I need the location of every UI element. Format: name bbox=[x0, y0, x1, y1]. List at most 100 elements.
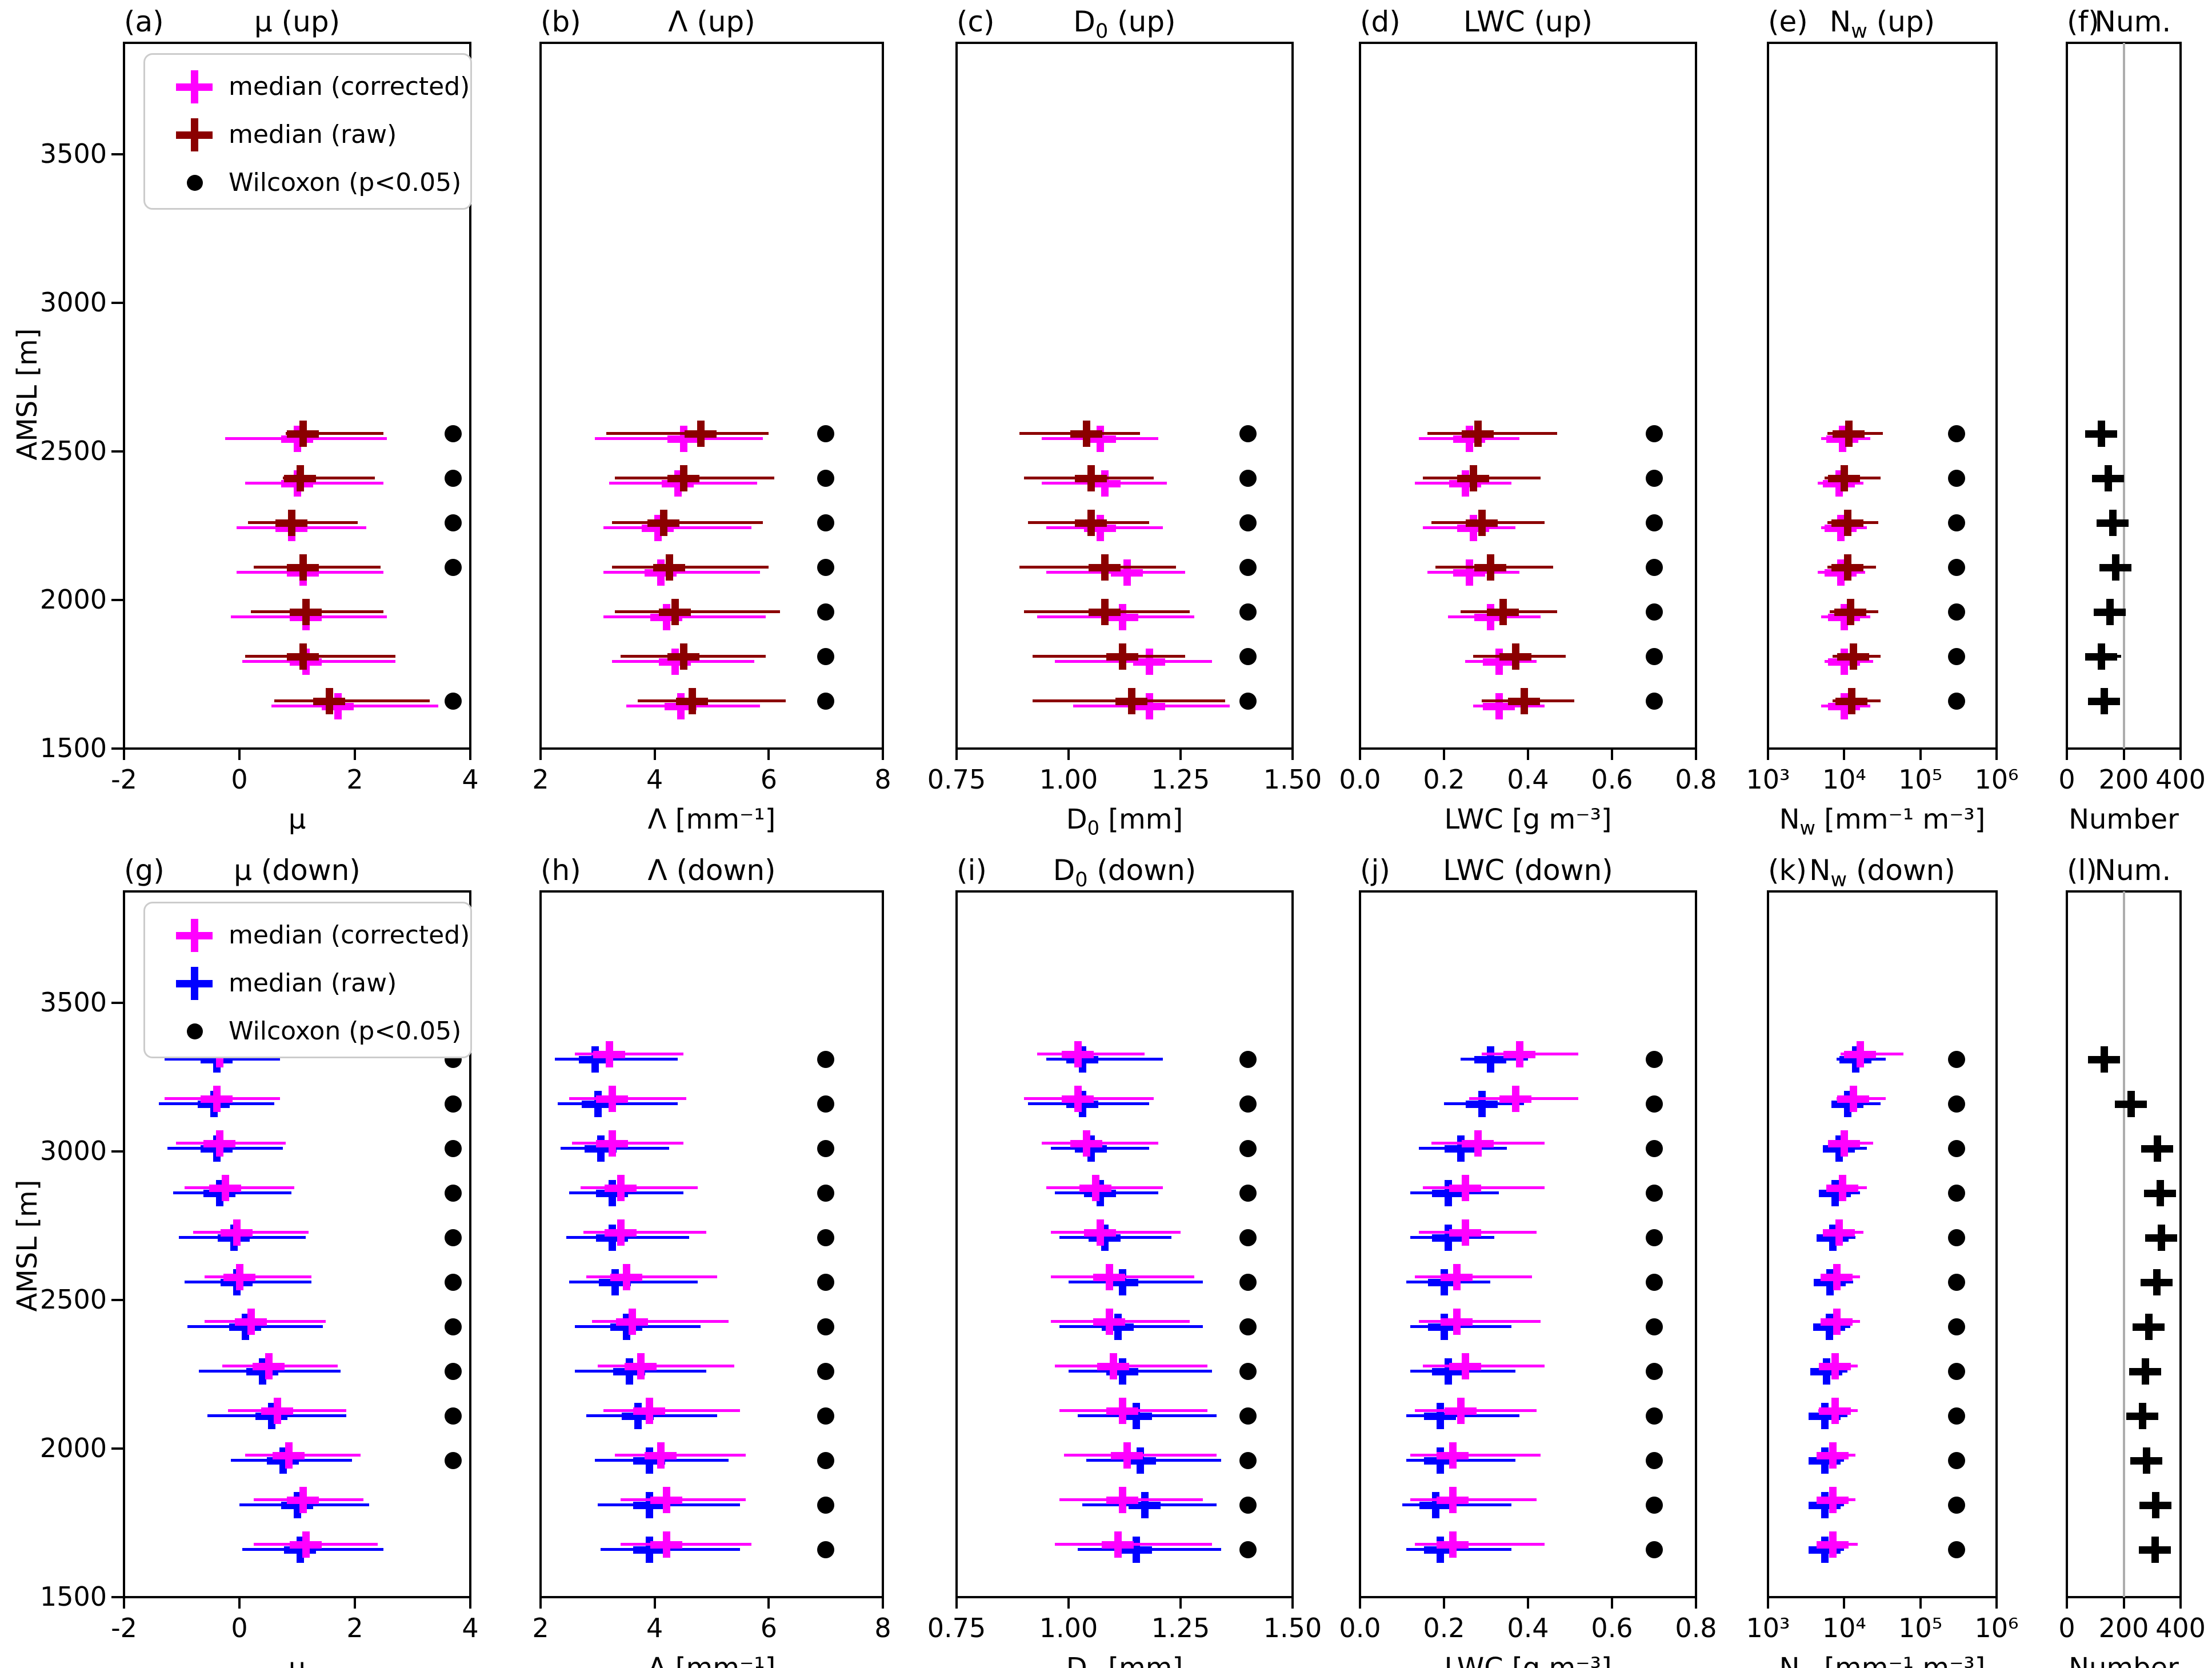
errorbar-corrected-median-tick bbox=[1110, 1353, 1118, 1379]
errorbar-corrected-range bbox=[1414, 1542, 1545, 1546]
panel-e-box bbox=[1767, 42, 1998, 750]
errorbar-corrected-median-tick bbox=[1096, 1219, 1104, 1246]
x-tick-j bbox=[1527, 1598, 1529, 1609]
errorbar-corrected-range bbox=[603, 615, 766, 618]
wilcoxon-dot bbox=[1645, 1407, 1663, 1425]
errorbar-raw-median-tick bbox=[597, 1135, 605, 1162]
wilcoxon-dot bbox=[1645, 1229, 1663, 1246]
x-tick-label-f: 0 bbox=[2058, 764, 2075, 795]
wilcoxon-dot bbox=[817, 1496, 835, 1514]
wilcoxon-dot bbox=[1239, 1139, 1257, 1157]
x-tick-b bbox=[882, 750, 884, 760]
errorbar-corrected-median-tick bbox=[1449, 1531, 1457, 1558]
x-tick-label-i: 1.00 bbox=[1039, 1613, 1098, 1643]
errorbar-raw-range bbox=[600, 1547, 741, 1551]
errorbar-corrected-range bbox=[574, 1052, 683, 1055]
errorbar-count-median-tick bbox=[2111, 554, 2119, 581]
errorbar-corrected-median-tick bbox=[299, 1486, 307, 1513]
y-tick-a bbox=[111, 599, 123, 601]
errorbar-corrected-median-tick bbox=[273, 1397, 281, 1424]
panel-h-label: (h) bbox=[541, 854, 581, 887]
errorbar-corrected-median-tick bbox=[1123, 559, 1131, 586]
wilcoxon-dot bbox=[1239, 1318, 1257, 1335]
errorbar-count-median-tick bbox=[2097, 643, 2105, 670]
wilcoxon-dot bbox=[817, 1184, 835, 1202]
x-tick-h bbox=[882, 1598, 884, 1609]
errorbar-corrected-median-tick bbox=[1461, 1219, 1469, 1246]
x-tick-a bbox=[123, 750, 125, 760]
errorbar-raw-median-tick bbox=[1445, 1358, 1453, 1385]
errorbar-corrected-range bbox=[597, 1364, 735, 1367]
panel-g-box bbox=[123, 890, 471, 1598]
panel-b-label: (b) bbox=[541, 5, 581, 38]
errorbar-corrected-median-tick bbox=[1119, 1397, 1127, 1424]
plus-marker-icon bbox=[160, 111, 229, 159]
wilcoxon-dot bbox=[1645, 1451, 1663, 1469]
errorbar-raw-median-tick bbox=[297, 465, 305, 491]
errorbar-raw-median-tick bbox=[591, 1046, 599, 1073]
panel-i-title-row: (i) D0 (down) bbox=[957, 854, 1293, 891]
x-tick-label-l: 400 bbox=[2155, 1613, 2206, 1643]
panel-i-title: D0 (down) bbox=[1053, 854, 1197, 891]
errorbar-raw-median-tick bbox=[1821, 1402, 1829, 1429]
plus-marker-icon bbox=[160, 911, 229, 959]
errorbar-corrected-median-tick bbox=[617, 1174, 625, 1201]
errorbar-corrected-median-tick bbox=[213, 1085, 221, 1112]
wilcoxon-dot bbox=[1948, 1318, 1966, 1335]
x-tick-label-g: -2 bbox=[111, 1613, 137, 1643]
errorbar-corrected-median-tick bbox=[1495, 648, 1503, 675]
x-tick-label-b: 4 bbox=[646, 764, 663, 795]
errorbar-corrected-median-tick bbox=[1101, 470, 1109, 497]
errorbar-corrected-median-tick bbox=[645, 1397, 653, 1424]
x-tick-a bbox=[354, 750, 356, 760]
errorbar-raw-median-tick bbox=[1822, 1358, 1830, 1385]
x-tick-label-d: 0.8 bbox=[1675, 764, 1717, 795]
errorbar-corrected-median-tick bbox=[1495, 693, 1503, 719]
errorbar-raw-median-tick bbox=[1520, 687, 1528, 714]
errorbar-corrected-median-tick bbox=[1119, 1486, 1127, 1513]
x-tick-f bbox=[2066, 750, 2068, 760]
errorbar-raw-median-tick bbox=[1849, 643, 1857, 670]
errorbar-count-median-tick bbox=[2153, 1269, 2161, 1295]
errorbar-corrected-range bbox=[603, 1409, 741, 1412]
errorbar-raw-median-tick bbox=[608, 1224, 616, 1251]
x-tick-f bbox=[2179, 750, 2182, 760]
x-tick-label-k: 10⁵ bbox=[1898, 1613, 1943, 1643]
x-tick-j bbox=[1443, 1598, 1445, 1609]
x-tick-e bbox=[1919, 750, 1922, 760]
errorbar-count-median-tick bbox=[2097, 420, 2105, 447]
y-tick-label-a: 1500 bbox=[39, 733, 107, 763]
wilcoxon-dot bbox=[1645, 469, 1663, 487]
errorbar-count-median-tick bbox=[2138, 1402, 2146, 1429]
errorbar-corrected-median-tick bbox=[221, 1174, 229, 1201]
wilcoxon-dot bbox=[444, 1139, 462, 1157]
x-axis-label-text-h: Λ [mm⁻¹] bbox=[647, 1652, 776, 1668]
wilcoxon-dot bbox=[1645, 1541, 1663, 1558]
x-tick-label-c: 1.50 bbox=[1263, 764, 1322, 795]
x-tick-i bbox=[1067, 1598, 1070, 1609]
panel-a-title: μ (up) bbox=[254, 5, 341, 38]
x-axis-label-e: Nw [mm⁻¹ m⁻³] bbox=[1768, 803, 1997, 839]
errorbar-raw-median-tick bbox=[299, 420, 307, 447]
x-tick-label-g: 4 bbox=[462, 1613, 479, 1643]
errorbar-corrected-range bbox=[603, 570, 761, 574]
y-tick-g bbox=[111, 1596, 123, 1598]
errorbar-raw-median-tick bbox=[688, 687, 696, 714]
x-tick-label-j: 0.4 bbox=[1507, 1613, 1549, 1643]
errorbar-raw-range bbox=[557, 1102, 678, 1105]
x-axis-label-l: Number bbox=[2067, 1652, 2181, 1668]
errorbar-corrected-median-tick bbox=[1831, 1397, 1839, 1424]
x-tick-label-c: 0.75 bbox=[927, 764, 986, 795]
errorbar-corrected-median-tick bbox=[1105, 1308, 1113, 1335]
errorbar-raw-median-tick bbox=[1848, 687, 1856, 714]
wilcoxon-dot bbox=[1239, 558, 1257, 576]
errorbar-corrected-median-tick bbox=[662, 1486, 670, 1513]
legend-item: Wilcoxon (p<0.05) bbox=[160, 1007, 461, 1055]
errorbar-corrected-median-tick bbox=[1461, 1174, 1469, 1201]
errorbar-count-median-tick bbox=[2127, 1090, 2135, 1117]
errorbar-count-median-tick bbox=[2151, 1536, 2159, 1563]
x-tick-g bbox=[123, 1598, 125, 1609]
panel-a-box bbox=[123, 42, 471, 750]
errorbar-corrected-range bbox=[1410, 1498, 1537, 1501]
